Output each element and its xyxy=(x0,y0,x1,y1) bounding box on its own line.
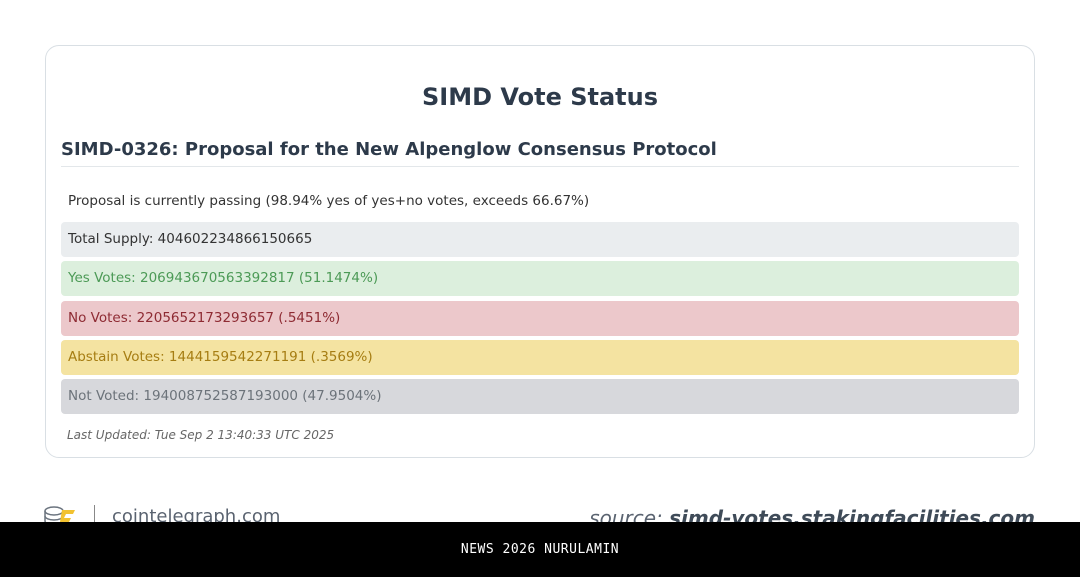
not-voted-row: Not Voted: 194008752587193000 (47.9504%) xyxy=(61,379,1019,414)
divider xyxy=(61,166,1019,167)
no-votes-row: No Votes: 2205652173293657 (.5451%) xyxy=(61,301,1019,336)
proposal-status-text: Proposal is currently passing (98.94% ye… xyxy=(68,193,590,209)
footer-separator xyxy=(94,505,95,527)
footer-site-name: cointelegraph.com xyxy=(112,506,281,527)
page-title: SIMD Vote Status xyxy=(421,83,659,111)
cointelegraph-logo-icon xyxy=(44,506,75,526)
total-supply-row: Total Supply: 404602234866150665 xyxy=(61,222,1019,257)
news-banner: NEWS 2026 NURULAMIN xyxy=(0,522,1080,577)
last-updated-text: Last Updated: Tue Sep 2 13:40:33 UTC 202… xyxy=(67,428,335,442)
abstain-votes-row: Abstain Votes: 1444159542271191 (.3569%) xyxy=(61,340,1019,375)
proposal-title: SIMD-0326: Proposal for the New Alpenglo… xyxy=(61,139,717,160)
yes-votes-row: Yes Votes: 206943670563392817 (51.1474%) xyxy=(61,261,1019,296)
